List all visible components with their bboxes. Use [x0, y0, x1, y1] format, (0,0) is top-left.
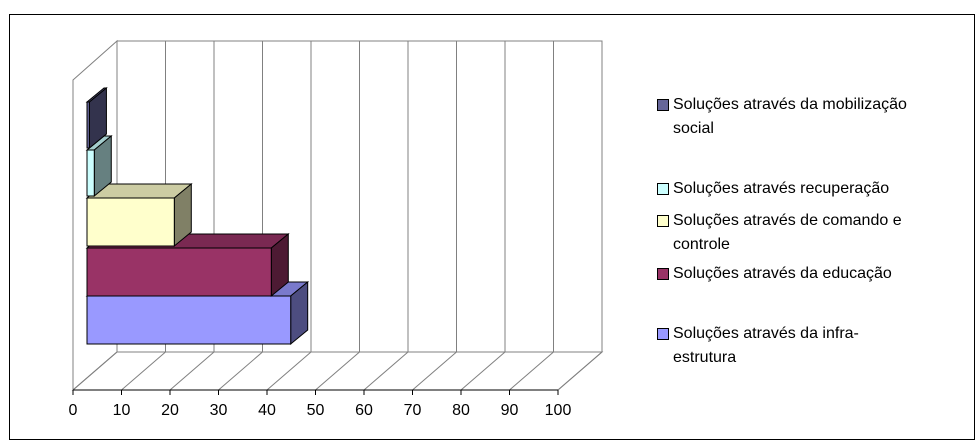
legend-item: Soluções através de comando e controle — [657, 209, 973, 257]
floor-gridline — [460, 351, 506, 391]
floor-gridline — [509, 351, 554, 391]
floor-gridline — [315, 351, 360, 391]
bar-front — [86, 247, 272, 297]
x-tick-label: 60 — [355, 402, 373, 419]
legend-label: Soluções através da infra-estrutura — [673, 325, 859, 366]
legend-label: Soluções através da educação — [673, 265, 892, 282]
bar-front — [86, 295, 292, 345]
legend-label: Soluções através recuperação — [673, 180, 890, 197]
floor-gridline — [363, 351, 409, 391]
x-tick-label: 0 — [69, 402, 78, 419]
legend-swatch — [657, 99, 669, 111]
x-tick-label: 20 — [161, 402, 179, 419]
x-tick-label: 80 — [452, 402, 470, 419]
legend-swatch — [657, 268, 669, 280]
floor-gridline — [266, 351, 312, 391]
bar-3 — [85, 182, 193, 248]
x-tick-label: 10 — [113, 402, 131, 419]
x-tick-label: 70 — [404, 402, 422, 419]
floor-gridline — [121, 351, 166, 391]
floor-gridline — [218, 351, 263, 391]
legend-swatch — [657, 328, 669, 340]
bar-front — [86, 197, 175, 247]
bar-5 — [85, 86, 108, 150]
floor-gridline — [412, 351, 457, 391]
legend-swatch — [657, 215, 669, 227]
x-tick-label: 40 — [258, 402, 276, 419]
x-tick-label: 30 — [210, 402, 228, 419]
legend-label: Soluções através da mobilização social — [673, 96, 907, 137]
x-tick-label: 90 — [501, 402, 519, 419]
floor-gridline — [557, 351, 603, 391]
floor-gridline — [72, 351, 118, 391]
x-tick-label: 100 — [545, 402, 572, 419]
x-axis-ticks: 0 10 20 30 40 50 60 70 80 90 100 — [69, 389, 572, 419]
legend-label: Soluções através de comando e controle — [673, 212, 902, 253]
legend-item: Soluções através da educação — [657, 262, 973, 286]
bar-4 — [85, 134, 113, 198]
bars — [85, 86, 310, 346]
legend-item: Soluções através da mobilização social — [657, 93, 973, 141]
bar-front — [86, 149, 95, 197]
legend-swatch — [657, 183, 669, 195]
legend-item: Soluções através recuperação — [657, 177, 973, 201]
legend-item: Soluções através da infra-estrutura — [657, 322, 973, 370]
x-tick-label: 50 — [307, 402, 325, 419]
floor-gridline — [169, 351, 215, 391]
bar-front — [86, 101, 90, 149]
